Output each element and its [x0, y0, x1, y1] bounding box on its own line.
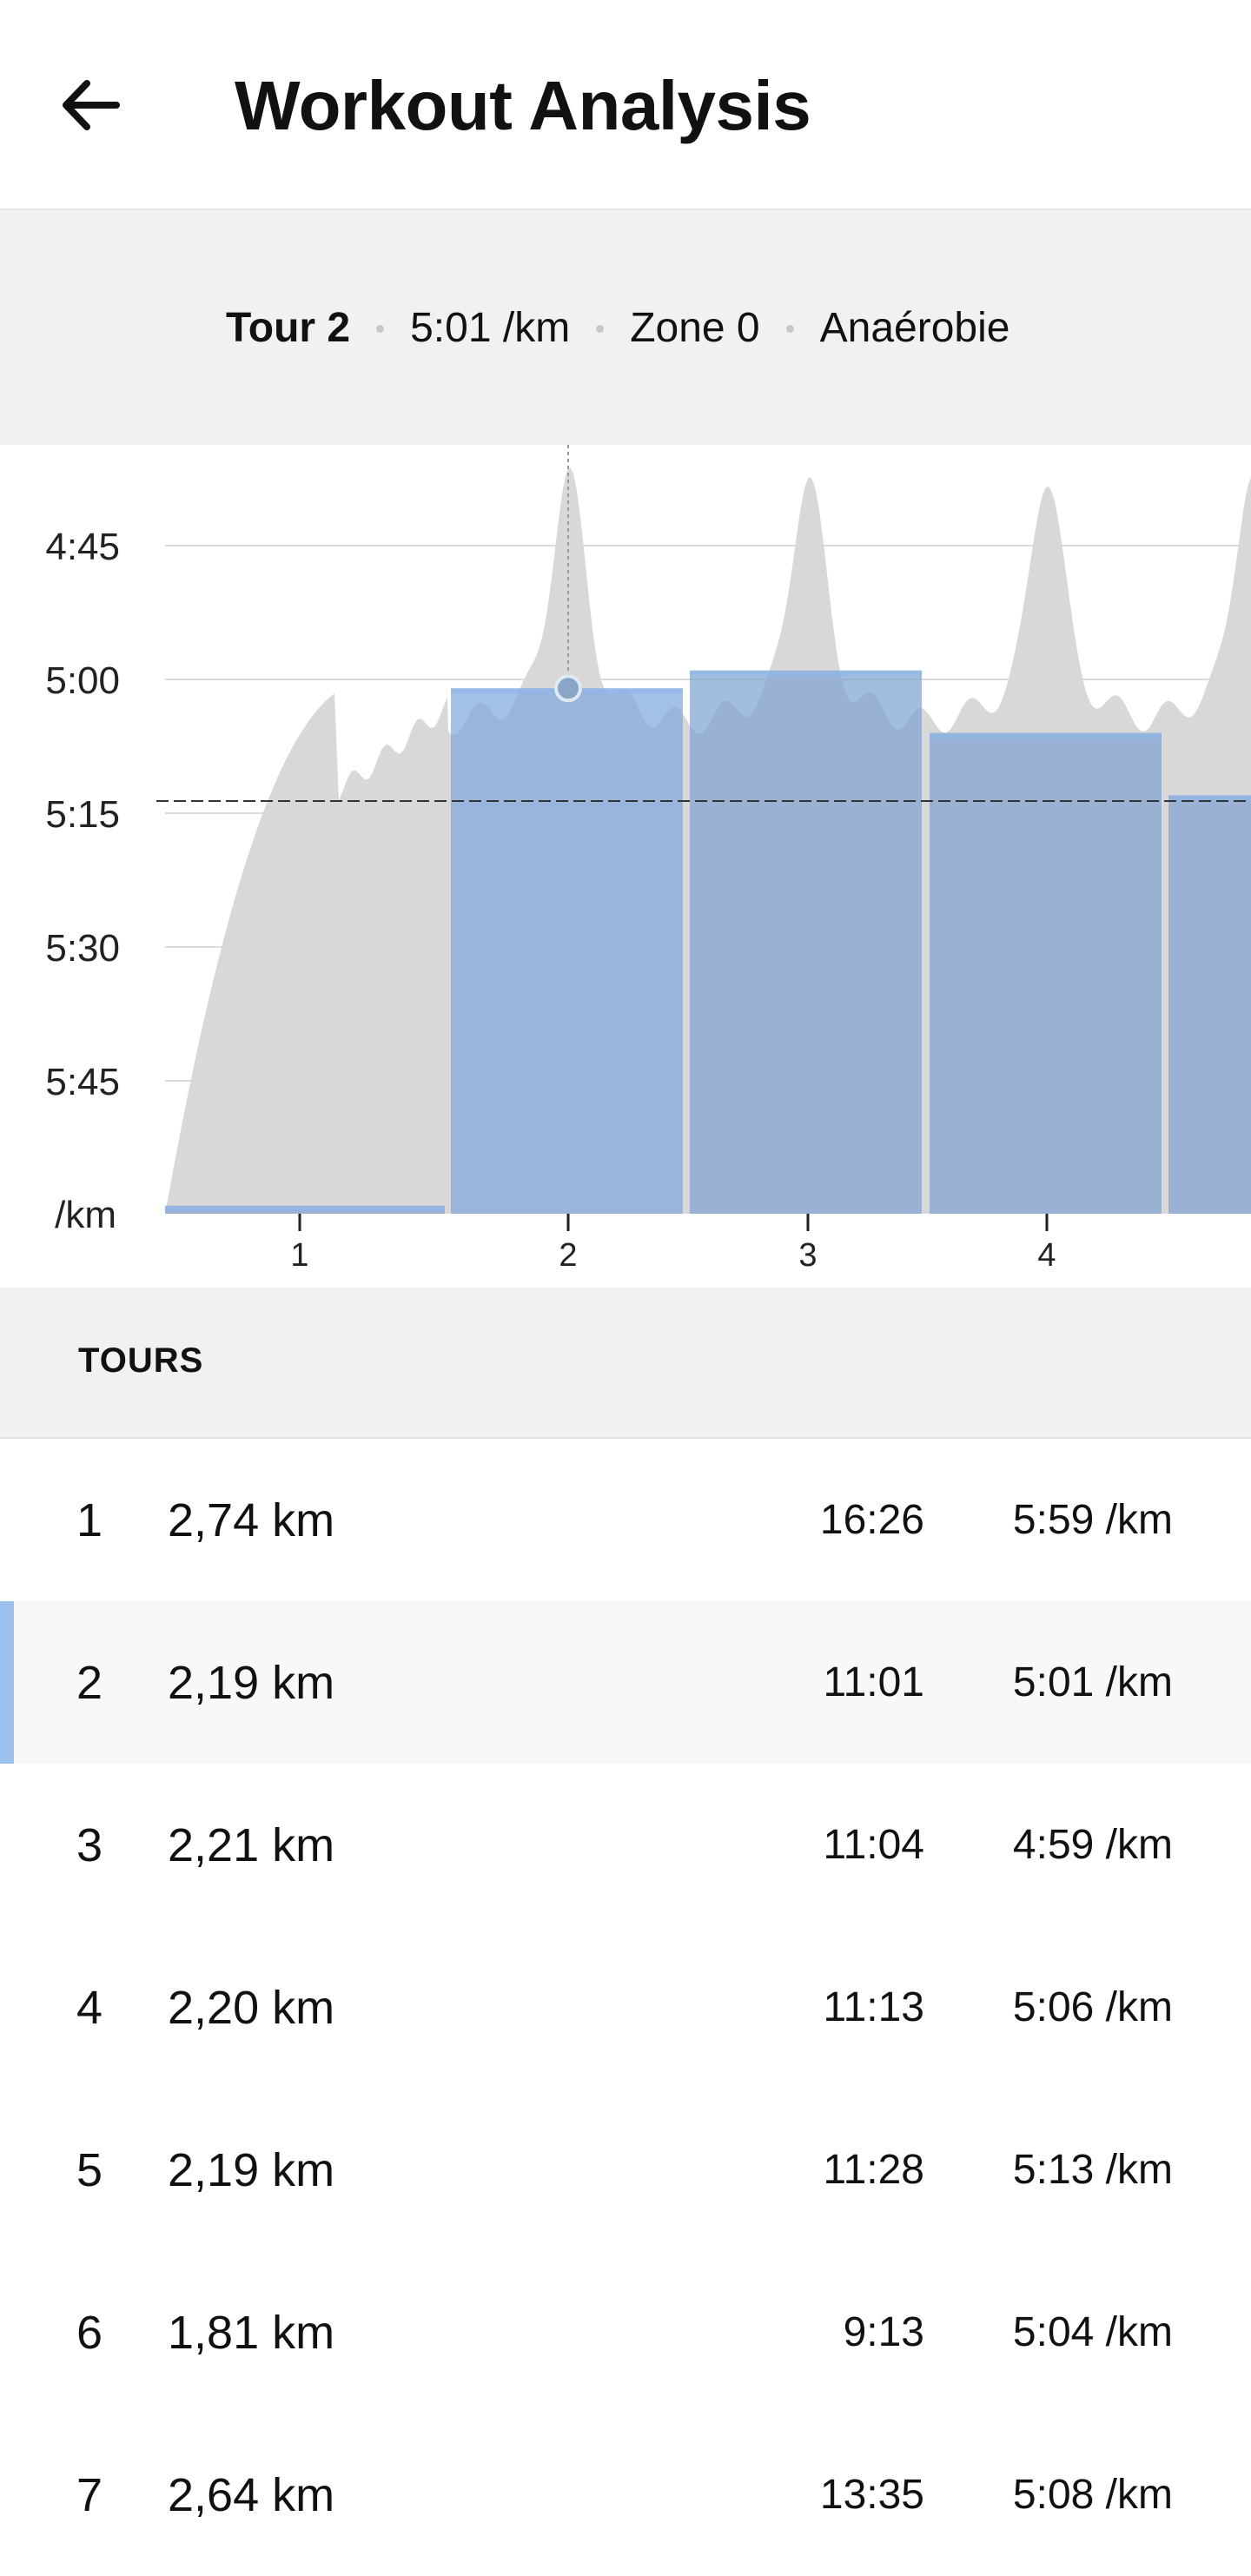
- tour-pace: 5:08 /km: [1012, 2472, 1173, 2518]
- tour-pace: 5:06 /km: [1012, 1984, 1173, 2030]
- separator-dot: [596, 324, 605, 333]
- tours-list: 1 2,74 km 16:26 5:59 /km 2 2,19 km 11:01 5:01 /…: [0, 1439, 1251, 2576]
- tour-distance: 1,81 km: [168, 2307, 335, 2359]
- tour-duration: 16:26: [819, 1497, 924, 1543]
- y-tick-label: 5:00: [45, 659, 120, 702]
- y-tick-label: 4:45: [45, 526, 120, 568]
- tours-title: TOURS: [78, 1341, 204, 1380]
- tour-number: 7: [76, 2469, 103, 2521]
- pace-chart[interactable]: 4:45 5:00 5:15 5:30 5:45/km 1 2 3 4: [0, 445, 1251, 1288]
- arrow-left-icon: [63, 80, 120, 130]
- y-tick-label: 5:15: [45, 793, 120, 836]
- tour-row[interactable]: 2 2,19 km 11:01 5:01 /km: [0, 1601, 1251, 1764]
- tour-row[interactable]: 3 2,21 km 11:04 4:59 /km: [0, 1764, 1251, 1926]
- tour-number: 2: [76, 1657, 103, 1709]
- tour-pace: 5:01 /km: [1012, 1659, 1173, 1705]
- summary-pace: 5:01 /km: [410, 305, 571, 351]
- separator-dot: [376, 324, 385, 333]
- app-header: Workout Analysis: [0, 0, 1251, 209]
- tour-number: 1: [76, 1494, 103, 1546]
- tour-row[interactable]: 4 2,20 km 11:13 5:06 /km: [0, 1926, 1251, 2089]
- summary-zone: Zone 0: [630, 305, 760, 351]
- x-tick-label: 3: [798, 1237, 817, 1274]
- tour-distance: 2,21 km: [168, 1819, 335, 1871]
- x-tick-label: 1: [290, 1237, 308, 1274]
- summary-type: Anaérobie: [819, 305, 1010, 351]
- tour-duration: 11:04: [823, 1822, 924, 1868]
- selected-tour-summary: Tour 2 5:01 /km Zone 0 Anaérobie: [0, 209, 1251, 445]
- y-axis-unit-label: /km: [55, 1194, 116, 1236]
- tour-duration: 11:13: [823, 1984, 924, 2030]
- lap-bar-cap: [165, 1205, 445, 1211]
- selected-indicator: [0, 1601, 14, 1764]
- tour-distance: 2,20 km: [168, 1982, 335, 2034]
- tour-distance: 2,64 km: [168, 2469, 335, 2521]
- tour-row[interactable]: 6 1,81 km 9:13 5:04 /km: [0, 2251, 1251, 2414]
- lap-bar-cap: [930, 732, 1162, 738]
- tour-number: 4: [76, 1982, 103, 2034]
- tour-pace: 4:59 /km: [1012, 1822, 1173, 1868]
- separator-dot: [785, 324, 794, 333]
- tour-distance: 2,19 km: [168, 2144, 335, 2196]
- tour-number: 6: [76, 2307, 103, 2359]
- tour-row[interactable]: 7 2,64 km 13:35 5:08 /km: [0, 2414, 1251, 2576]
- page-title: Workout Analysis: [235, 67, 811, 144]
- selection-marker: [554, 674, 582, 703]
- x-tick-label: 4: [1037, 1237, 1056, 1274]
- lap-bar: [1168, 795, 1251, 1214]
- tour-pace: 5:04 /km: [1012, 2309, 1173, 2355]
- tour-duration: 13:35: [819, 2472, 924, 2518]
- tour-duration: 11:28: [823, 2147, 924, 2193]
- lap-bar: [690, 670, 922, 1214]
- tour-row[interactable]: 5 2,19 km 11:28 5:13 /km: [0, 2089, 1251, 2251]
- lap-bar-cap: [690, 670, 922, 676]
- lap-bar: [930, 732, 1162, 1214]
- lap-bar: [451, 688, 683, 1214]
- tour-number: 5: [76, 2144, 103, 2196]
- tours-section-header: TOURS: [0, 1288, 1251, 1439]
- x-tick-label: 2: [559, 1237, 577, 1274]
- y-tick-label: 5:30: [45, 927, 120, 970]
- summary-tour: Tour 2: [226, 305, 351, 351]
- tour-pace: 5:59 /km: [1012, 1497, 1173, 1543]
- lap-bar-cap: [1168, 795, 1251, 801]
- tour-duration: 11:01: [823, 1659, 924, 1705]
- tour-number: 3: [76, 1819, 103, 1871]
- tour-distance: 2,19 km: [168, 1657, 335, 1709]
- back-button[interactable]: [57, 75, 127, 136]
- pace-chart-svg[interactable]: 4:45 5:00 5:15 5:30 5:45/km 1 2 3 4: [0, 445, 1251, 1288]
- y-tick-label: 5:45: [45, 1061, 120, 1103]
- tour-distance: 2,74 km: [168, 1494, 335, 1546]
- tour-pace: 5:13 /km: [1012, 2147, 1173, 2193]
- tour-duration: 9:13: [843, 2309, 924, 2355]
- tour-row[interactable]: 1 2,74 km 16:26 5:59 /km: [0, 1439, 1251, 1601]
